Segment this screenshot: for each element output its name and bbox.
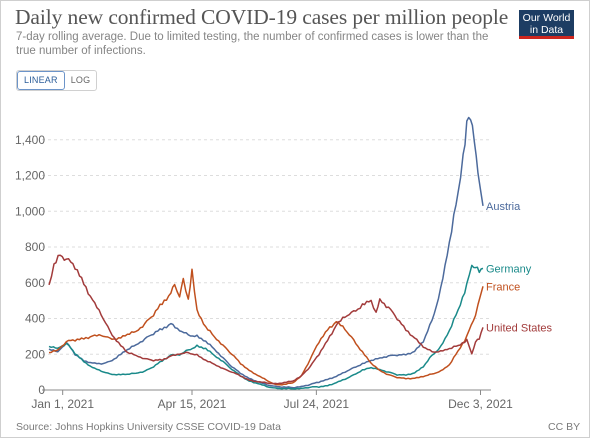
y-tick-label: 1,200 [15,169,45,183]
source-note[interactable]: Source: Johns Hopkins University CSSE CO… [16,421,281,433]
series-labels: Austria Germany France United States [486,201,553,335]
x-tick-label: Jul 24, 2021 [284,397,350,411]
linear-scale-button[interactable]: LINEAR [17,71,65,90]
x-tick-label: Jan 1, 2021 [31,397,94,411]
series-line-austria[interactable] [48,116,484,389]
y-tick-label: 600 [25,276,45,290]
y-tick-label: 200 [25,347,45,361]
chart-title: Daily new confirmed COVID-19 cases per m… [15,5,509,29]
series-label-germany: Germany [486,263,532,275]
scale-toggle: LINEAR LOG [16,70,98,91]
series-line-germany[interactable] [48,264,484,390]
series-lines [48,116,484,390]
series-line-france[interactable] [48,268,484,386]
y-axis: 0 200 400 600 800 1,000 1,200 1,400 [15,133,45,397]
y-tick-label: 0 [38,383,45,397]
x-tick-label: Apr 15, 2021 [158,397,227,411]
chart-subtitle: 7-day rolling average. Due to limited te… [16,31,489,57]
logo-line-2: in Data [529,24,564,36]
x-tick-label: Dec 3, 2021 [448,397,513,411]
series-label-austria: Austria [486,201,521,213]
y-tick-label: 1,400 [15,133,45,147]
owid-logo[interactable]: Our World in Data [519,10,574,39]
series-label-france: France [486,281,520,293]
x-axis: Jan 1, 2021 Apr 15, 2021 Jul 24, 2021 Dec 3… [31,390,513,411]
grid-lines [42,139,491,391]
logo-line-1: Our World [522,12,571,24]
license-note[interactable]: CC BY [548,421,581,433]
y-tick-label: 400 [25,312,45,326]
log-scale-button[interactable]: LOG [70,75,91,85]
y-tick-label: 1,000 [15,204,45,218]
series-line-united-states[interactable] [48,254,484,385]
series-label-united-states: United States [486,322,553,334]
y-tick-label: 800 [25,240,45,254]
